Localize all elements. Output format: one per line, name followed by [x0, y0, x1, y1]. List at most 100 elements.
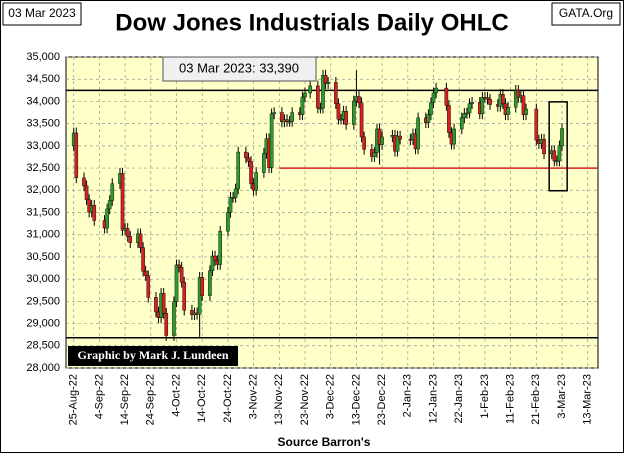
candle-body — [416, 117, 420, 150]
candle-body — [197, 277, 202, 315]
candle-body — [236, 151, 240, 190]
candle-body — [459, 117, 464, 130]
candle-body — [128, 236, 133, 243]
candle-body — [465, 112, 469, 115]
x-tick-label: 3-Mar-23 — [556, 374, 568, 419]
x-tick-label: 3-Dec-22 — [325, 374, 337, 419]
y-tick-label: 32,000 — [26, 184, 60, 196]
candle-body — [218, 230, 223, 265]
candle-body — [462, 113, 467, 119]
candle-body — [557, 145, 562, 162]
x-tick-label: 13-Mar-23 — [582, 374, 594, 425]
credit: Graphic by Mark J. Lundeen — [77, 348, 228, 362]
candle-body — [208, 270, 212, 296]
candle-body — [228, 197, 233, 213]
candle-body — [372, 152, 377, 157]
candle-body — [303, 92, 307, 98]
candle-body — [161, 293, 166, 314]
candle-body — [213, 255, 217, 261]
candle-body — [146, 275, 151, 298]
candle-body — [190, 310, 194, 315]
candle-body — [362, 136, 366, 150]
x-tick-label: 4-Sep-22 — [93, 374, 105, 419]
annotation-box — [162, 56, 317, 82]
y-tick-label: 31,000 — [26, 229, 60, 241]
x-tick-label: 25-Aug-22 — [68, 374, 80, 425]
y-tick-label: 30,000 — [26, 273, 60, 285]
candle-body — [280, 112, 284, 123]
candle-body — [344, 111, 348, 125]
highlight-box — [548, 101, 568, 192]
x-tick-label: 13-Dec-22 — [350, 374, 362, 425]
date-label: 03 Mar 2023 — [8, 6, 76, 20]
candle-body — [447, 105, 451, 133]
candle-body — [357, 96, 361, 103]
candle-body — [82, 177, 86, 187]
candle-body — [74, 132, 79, 179]
candle-body — [506, 107, 510, 115]
candle-body — [287, 121, 292, 123]
candle-body — [290, 112, 294, 122]
annotation: 03 Mar 2023: 33,390 — [179, 60, 299, 75]
x-tick-label: 3-Nov-22 — [248, 374, 260, 419]
candle-body — [174, 264, 179, 303]
candle-body — [534, 108, 539, 141]
site-box — [551, 2, 621, 26]
chart-title: Dow Jones Industrials Daily OHLC — [115, 9, 508, 36]
candle-body — [326, 82, 330, 84]
candle-body — [154, 297, 158, 313]
candle-body — [336, 103, 341, 120]
candle-body — [272, 112, 276, 115]
candle-body — [269, 113, 274, 168]
candle-body — [92, 205, 97, 221]
x-tick-label: 23-Dec-22 — [376, 374, 388, 425]
candle-body — [467, 103, 472, 114]
credit-box — [68, 346, 238, 366]
candle-body — [182, 282, 187, 311]
x-tick-label: 2-Jan-23 — [402, 374, 414, 417]
candle-body — [141, 247, 145, 272]
candle-body — [318, 107, 323, 110]
candle-body — [339, 118, 343, 121]
candle-body — [262, 153, 266, 173]
x-tick-label: 24-Oct-22 — [222, 374, 234, 423]
candle-body — [244, 151, 248, 159]
x-tick-label: 12-Jan-23 — [427, 374, 439, 424]
candle-body — [138, 233, 143, 248]
candle-body — [210, 255, 215, 271]
x-tick-label: 13-Nov-22 — [273, 374, 285, 425]
candle-body — [560, 128, 564, 147]
candle-body — [84, 185, 89, 200]
candle-body — [513, 90, 518, 108]
candle-body — [107, 200, 112, 210]
candle-body — [300, 96, 305, 115]
candle-body — [120, 173, 125, 231]
candle-body — [395, 135, 400, 152]
y-tick-label: 28,000 — [26, 362, 60, 374]
x-tick-label: 23-Nov-22 — [299, 374, 311, 425]
y-tick-label: 32,500 — [26, 162, 60, 174]
candle-body — [246, 157, 251, 162]
candle-body — [110, 183, 115, 201]
candle-body — [552, 150, 557, 162]
x-tick-label: 14-Oct-22 — [196, 374, 208, 423]
candle-body — [233, 188, 238, 198]
candle-body — [470, 102, 474, 104]
candle-body — [524, 108, 528, 115]
candle-body — [359, 102, 364, 138]
candle-body — [398, 135, 402, 140]
candle-body — [249, 161, 253, 184]
candle-body — [429, 102, 433, 115]
date-box — [2, 2, 82, 26]
candle-body — [177, 264, 181, 268]
y-tick-label: 33,500 — [26, 118, 60, 130]
x-tick-label: 4-Oct-22 — [170, 374, 182, 417]
candle-body — [125, 228, 130, 237]
y-tick-label: 33,000 — [26, 140, 60, 152]
candle-body — [308, 85, 312, 94]
candle-body — [555, 160, 559, 163]
x-tick-label: 1-Feb-23 — [479, 374, 491, 419]
candle-body — [480, 97, 485, 115]
x-tick-label: 11-Feb-23 — [505, 374, 517, 424]
